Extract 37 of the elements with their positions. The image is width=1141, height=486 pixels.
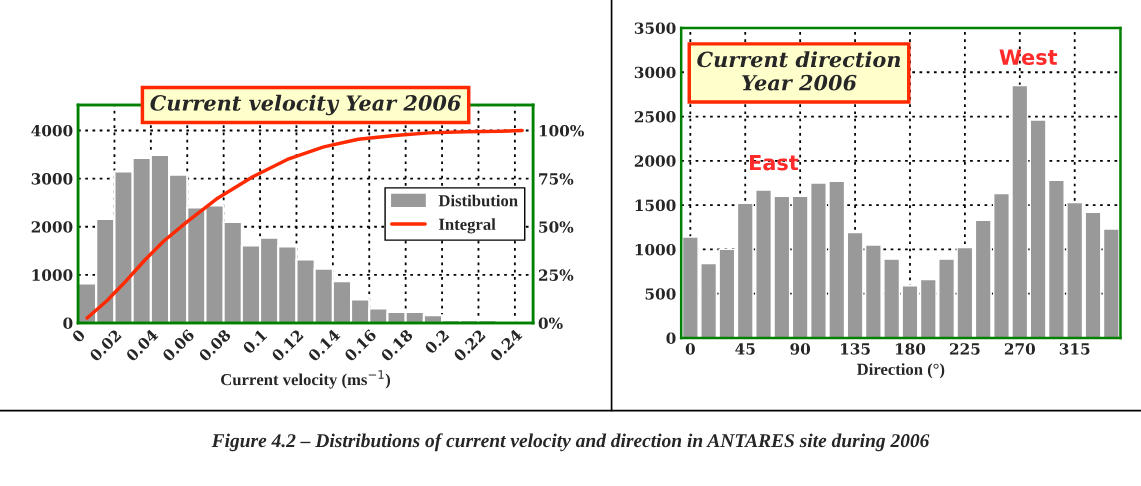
caption: Figure 4.2 – Distributions of current velocity and direction in ANTARES site during 2006 xyxy=(211,433,930,452)
legend-label: Integral xyxy=(438,218,496,234)
x-tick-label: 180 xyxy=(895,343,926,355)
x-tick-label: 0.1 xyxy=(241,329,268,355)
x-tick-label: 225 xyxy=(949,343,980,355)
y-tick-label: 4000 xyxy=(31,124,73,137)
x-axis-title: Direction (°) xyxy=(856,363,945,379)
y-tick-label: 1000 xyxy=(635,243,676,256)
x-tick-label: 0 xyxy=(685,343,695,355)
x-tick-label: 270 xyxy=(1004,343,1036,355)
x-tick-label: 315 xyxy=(1059,343,1090,355)
annotation: East xyxy=(750,154,799,171)
annotation: West xyxy=(999,49,1058,65)
legend-label: Distibution xyxy=(438,194,518,207)
y-tick-label: 1000 xyxy=(32,269,73,281)
x-tick-label: 0 xyxy=(71,328,86,344)
y-tick-label: 1500 xyxy=(635,199,676,212)
y2-tick-label: 100% xyxy=(539,125,584,137)
text: Current direction Year 2006 xyxy=(697,51,901,91)
x-axis-title: Current velocity (ms$^{−1}$) xyxy=(221,370,391,389)
y2-tick-label: 0% xyxy=(538,317,563,330)
y-tick-label: 0 xyxy=(63,317,73,330)
y2-tick-label: 50% xyxy=(539,221,574,233)
x-tick-label: 0.2 xyxy=(423,329,450,355)
y-tick-label: 3000 xyxy=(634,66,676,79)
x-tick-label: 45 xyxy=(735,343,755,355)
x-tick-label: 90 xyxy=(790,343,811,355)
y-tick-label: 2000 xyxy=(31,221,73,233)
y-tick-label: 2500 xyxy=(634,111,676,123)
y-tick-label: 500 xyxy=(645,288,676,300)
y2-tick-label: 75% xyxy=(539,173,574,185)
x-tick-label: 135 xyxy=(840,343,870,355)
y-tick-label: 2000 xyxy=(634,155,676,167)
y-tick-label: 3000 xyxy=(31,173,73,185)
chart-title: Current velocity Year 2006 xyxy=(150,94,461,116)
y-tick-label: 3500 xyxy=(634,22,676,34)
y2-tick-label: 25% xyxy=(538,269,574,281)
